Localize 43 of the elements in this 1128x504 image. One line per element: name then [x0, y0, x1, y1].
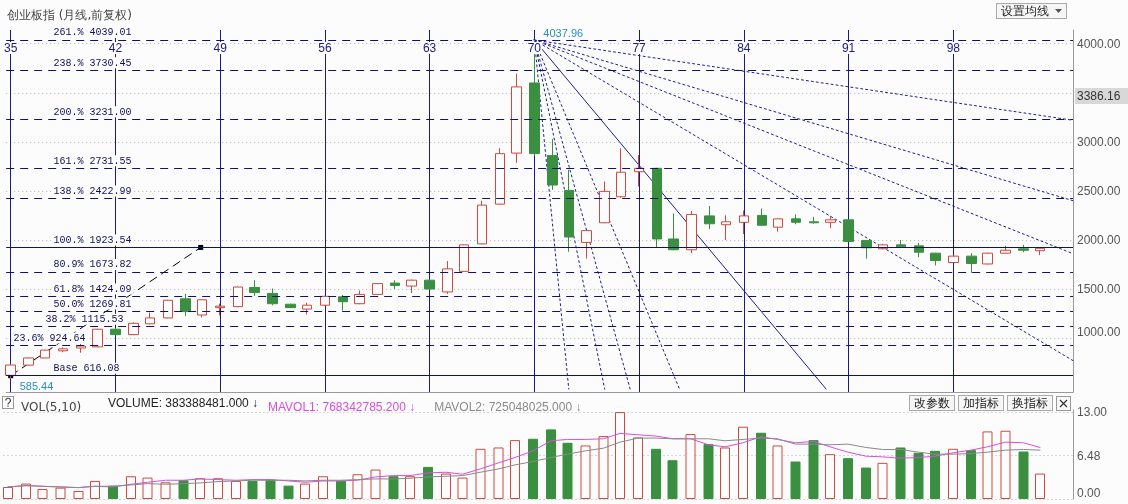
x-tick-label: 63	[422, 41, 437, 55]
y-tick-label: 1000.00	[1077, 325, 1121, 340]
x-tick-label: 56	[318, 41, 332, 55]
x-tick-label: 91	[841, 41, 856, 55]
x-tick-label: 35	[3, 41, 18, 55]
y-tick-label: 3000.00	[1077, 134, 1121, 149]
x-tick-label: 98	[946, 41, 961, 55]
annotation: 4037.96	[543, 26, 584, 39]
button: 设置均线	[996, 3, 1067, 19]
chart-title: 创业板指 (月线,前复权)	[7, 8, 132, 22]
button: 改参数	[909, 395, 955, 411]
annotation: 585.44	[19, 380, 54, 393]
x-tick-label: 49	[213, 41, 228, 55]
ref-line-label: 138.% 2422.99	[53, 185, 132, 197]
ref-line-label: 61.8% 1424.09	[53, 283, 132, 295]
x-tick-label: 42	[108, 41, 123, 55]
ref-line-label: 161.% 2731.55	[53, 155, 132, 167]
ref-line-label: 80.9% 1673.82	[53, 259, 132, 271]
y-tick-label: 2000.00	[1077, 232, 1121, 247]
ref-line-label: 50.0% 1269.81	[53, 299, 132, 311]
ref-line-label: 23.6% 924.64	[13, 332, 86, 344]
y-tick-label: 13.00	[1077, 405, 1108, 420]
y-tick-label: 0.00	[1077, 486, 1101, 500]
x-tick-label: 70	[527, 41, 542, 55]
x-tick-label: 84	[737, 41, 751, 55]
ref-line-label: 38.2% 1115.53	[45, 314, 124, 326]
button: 加指标	[958, 395, 1004, 411]
x-tick-label: 77	[632, 41, 647, 55]
ref-line-label: 200.% 3231.00	[53, 106, 132, 118]
y-tick-label: 1500.00	[1077, 281, 1121, 296]
ref-line-label: 261.% 4039.01	[53, 27, 132, 39]
text: MAVOL1: 768342785.200 ↓	[268, 400, 416, 414]
ref-line-label: 238.% 3730.45	[53, 57, 132, 69]
text: VOLUME: 383388481.000 ↓	[108, 396, 259, 410]
y-tick-label: 6.48	[1077, 448, 1101, 463]
y-tick-label: 2500.00	[1077, 183, 1121, 198]
text: 3386.16	[1077, 89, 1121, 103]
button: 换指标	[1007, 395, 1053, 411]
ref-line-label: Base 616.08	[53, 363, 120, 375]
ref-line-label: 100.% 1923.54	[53, 234, 132, 246]
chart-title: VOL(5,10)	[21, 400, 82, 414]
y-tick-label: 4000.00	[1077, 36, 1121, 51]
text: MAVOL2: 725048025.000 ↓	[434, 400, 582, 414]
